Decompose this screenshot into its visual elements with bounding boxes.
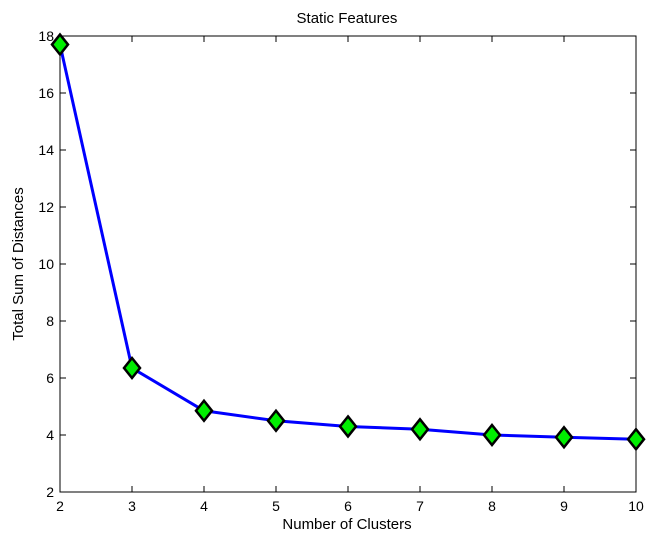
x-axis-label: Number of Clusters — [282, 516, 411, 533]
y-tick-label: 2 — [46, 484, 54, 500]
data-point-marker — [482, 422, 502, 448]
x-tick-label: 6 — [344, 498, 352, 514]
x-tick-label: 4 — [200, 498, 208, 514]
data-point-marker — [338, 414, 358, 439]
x-tick-label: 2 — [56, 498, 64, 514]
y-axis-label: Total Sum of Distances — [10, 187, 27, 340]
x-tick-label: 5 — [272, 498, 280, 514]
y-tick-label: 8 — [46, 313, 54, 329]
y-tick-label: 6 — [46, 370, 54, 386]
data-point-marker — [194, 398, 214, 423]
x-tick-label: 8 — [488, 498, 496, 514]
x-tick-label: 3 — [128, 498, 136, 514]
x-axis-ticks: 2 3 4 5 6 7 8 9 10 — [56, 36, 644, 514]
data-point-marker — [122, 356, 142, 381]
x-tick-label: 7 — [416, 498, 424, 514]
chart-title: Static Features — [297, 10, 398, 27]
data-point-marker — [554, 425, 574, 450]
y-tick-label: 10 — [38, 256, 54, 272]
x-tick-label: 10 — [628, 498, 644, 514]
y-tick-label: 4 — [46, 427, 54, 443]
y-tick-label: 14 — [38, 142, 54, 158]
data-point-marker — [266, 408, 286, 433]
y-tick-label: 18 — [38, 28, 54, 44]
data-point-marker — [410, 417, 430, 442]
y-axis-ticks: 2 4 6 8 10 12 14 16 18 — [38, 28, 636, 500]
y-tick-label: 16 — [38, 85, 54, 101]
series-layer — [50, 32, 646, 452]
data-point-marker — [626, 427, 646, 452]
data-point-marker — [50, 32, 70, 57]
y-tick-label: 12 — [38, 199, 54, 215]
x-tick-label: 9 — [560, 498, 568, 514]
